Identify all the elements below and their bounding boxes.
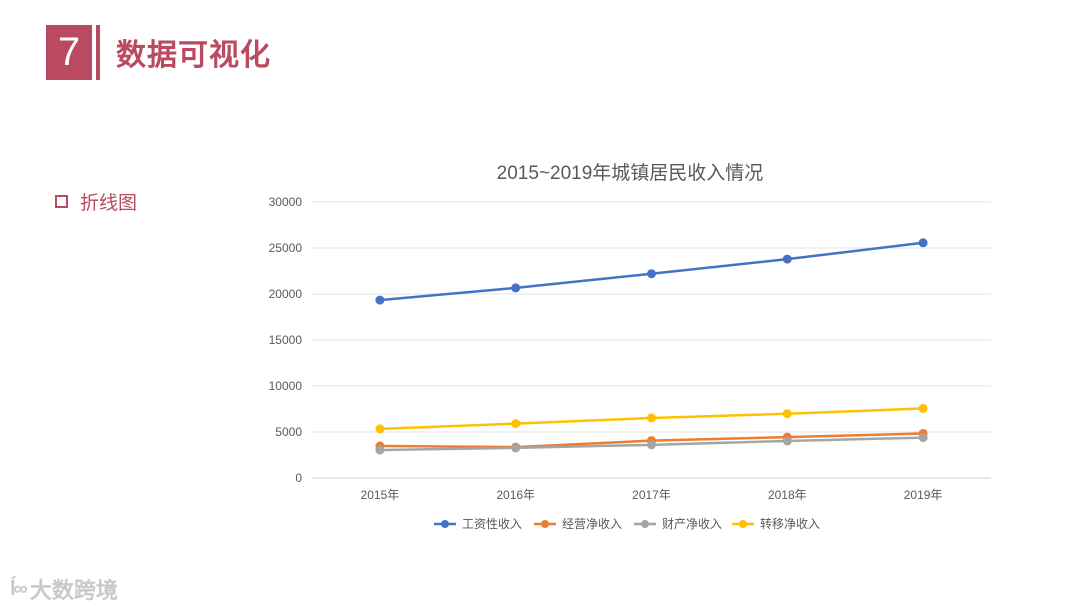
- data-point: [647, 269, 656, 279]
- legend-label: 工资性收入: [462, 517, 522, 531]
- page-title: 数据可视化: [116, 39, 271, 72]
- title-divider: [96, 25, 100, 80]
- legend-label: 财产净收入: [662, 517, 722, 531]
- x-tick-label: 2019年: [904, 488, 943, 502]
- legend-label: 转移净收入: [760, 516, 820, 531]
- data-point: [375, 295, 385, 305]
- section-label: 折线图: [80, 193, 138, 214]
- data-point: [918, 238, 928, 248]
- watermark-logo-icon: ĺ∞: [10, 577, 28, 600]
- y-tick-label: 30000: [269, 195, 303, 209]
- x-tick-label: 2016年: [496, 488, 535, 502]
- x-tick-label: 2015年: [361, 488, 400, 502]
- y-tick-label: 0: [295, 471, 302, 485]
- y-tick-label: 15000: [269, 333, 303, 347]
- y-tick-label: 5000: [275, 425, 302, 439]
- y-tick-label: 10000: [269, 379, 303, 393]
- x-tick-label: 2017年: [632, 488, 671, 502]
- data-point: [375, 424, 385, 434]
- watermark-text: 大数跨境: [29, 578, 118, 603]
- data-point: [511, 419, 521, 429]
- legend-marker: [441, 520, 449, 528]
- legend-marker: [739, 520, 747, 528]
- data-point: [918, 403, 928, 413]
- data-point: [647, 440, 656, 450]
- data-point: [782, 436, 792, 446]
- section-bullet: 折线图: [55, 188, 137, 215]
- data-point: [782, 409, 792, 419]
- x-tick-label: 2018年: [768, 488, 807, 502]
- data-point: [647, 413, 656, 423]
- watermark: ĺ∞ 大数跨境: [10, 573, 118, 605]
- chart-title: 2015~2019年城镇居民收入情况: [497, 162, 764, 184]
- square-bullet-icon: [55, 195, 68, 208]
- section-number: 7: [46, 25, 92, 80]
- legend-marker: [641, 520, 649, 528]
- data-point: [511, 443, 521, 453]
- data-point: [511, 283, 521, 293]
- data-point: [782, 254, 792, 264]
- legend-marker: [541, 520, 549, 528]
- y-tick-label: 20000: [269, 287, 303, 301]
- y-tick-label: 25000: [269, 241, 303, 255]
- legend-label: 经营净收入: [562, 517, 622, 531]
- data-point: [918, 433, 928, 443]
- data-point: [375, 445, 385, 455]
